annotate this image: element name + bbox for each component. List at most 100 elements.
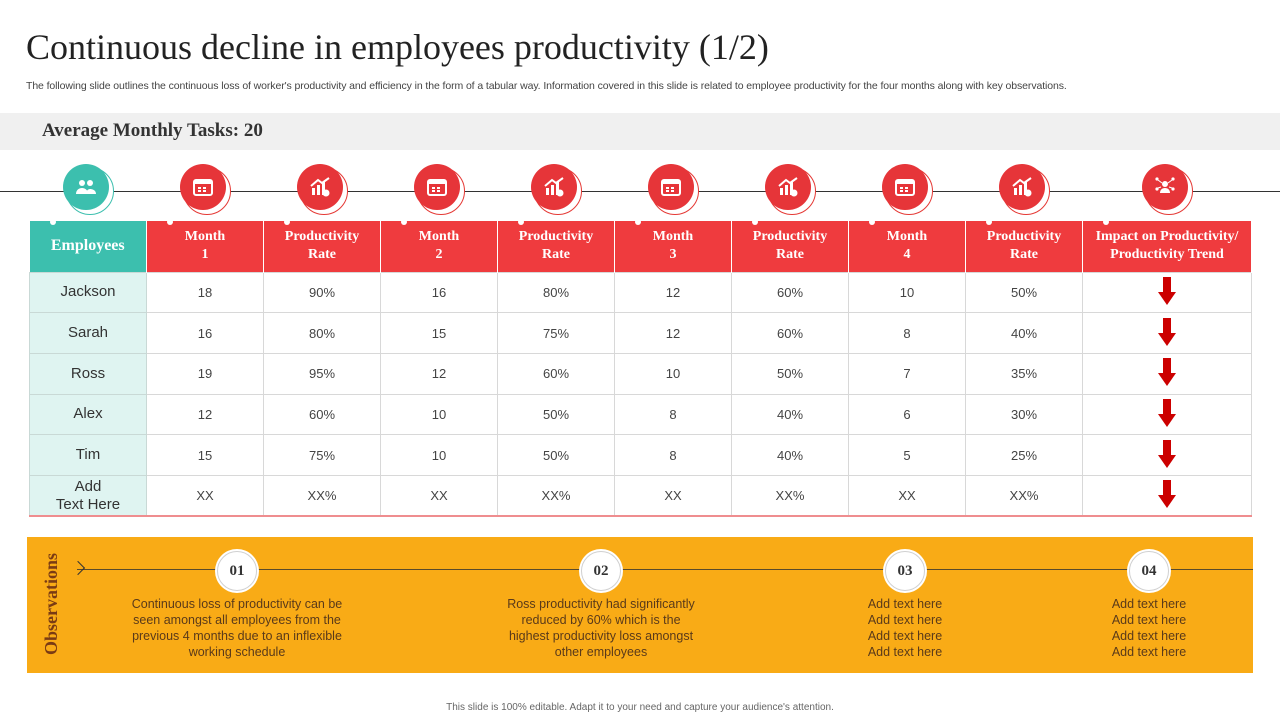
arrow-down-icon: [1158, 317, 1176, 349]
table-row: Jackson 18 90% 16 80% 12 60% 10 50%: [29, 271, 1252, 314]
trend-cell: [1082, 271, 1252, 314]
table-cell: XX: [380, 474, 498, 518]
employee-name: Tim: [29, 434, 147, 476]
table-cell: 5: [848, 434, 966, 476]
slide-subtitle: The following slide outlines the continu…: [26, 80, 1067, 92]
table-cell: 10: [380, 434, 498, 476]
average-tasks-text: Average Monthly Tasks: 20: [42, 120, 263, 142]
table-cell: 40%: [965, 312, 1083, 354]
header-icon-wrap: [764, 164, 817, 216]
observations-label: Observations: [41, 552, 61, 655]
table-cell: 19: [146, 352, 264, 395]
header-line-1: Month: [184, 229, 226, 245]
header-dot: [167, 219, 173, 225]
header-icon-wrap: [998, 164, 1051, 216]
arrow-down-icon: [1158, 398, 1176, 430]
observation-number: 03: [885, 551, 925, 591]
trend-cell: [1082, 312, 1252, 354]
header-dot: [49, 219, 56, 225]
header-line-1: Employees: [50, 237, 125, 255]
table-cell: XX%: [263, 474, 381, 518]
header-line-2: Rate: [1010, 247, 1038, 263]
header-dot: [986, 219, 992, 225]
header-dot: [518, 219, 524, 225]
observation-text: Add text here Add text here Add text here A…: [867, 597, 943, 659]
table-cell: XX: [848, 474, 966, 518]
header-line-1: Month: [418, 229, 460, 245]
table-cell: 35%: [965, 352, 1083, 395]
header-dot: [752, 219, 758, 225]
table-cell: 12: [614, 271, 732, 314]
table-row: Add Text Here XX XX% XX XX% XX XX% XX XX%: [29, 474, 1252, 518]
table-cell: 60%: [731, 271, 849, 314]
average-tasks-value: 20: [243, 120, 263, 141]
table-cell: 75%: [497, 312, 615, 354]
employee-name: Alex: [29, 393, 147, 436]
header-line-1: Month: [886, 229, 928, 245]
trend-cell: [1082, 474, 1252, 518]
table-cell: 12: [614, 312, 732, 354]
header-icon-wrap: [296, 164, 349, 216]
calendar-icon: [647, 164, 694, 210]
col-header: Productivity Rate: [497, 219, 615, 272]
table-cell: XX%: [965, 474, 1083, 518]
people-icon: [62, 164, 109, 210]
table-cell: XX: [146, 474, 264, 518]
observations-timeline: [77, 569, 1253, 570]
header-icon-wrap: [530, 164, 583, 216]
header-dot: [401, 219, 407, 225]
header-dot: [1103, 219, 1109, 225]
header-line-1: Productivity: [752, 229, 828, 245]
table-cell: 95%: [263, 352, 381, 395]
col-header: Month 2: [380, 219, 498, 272]
table-cell: XX%: [731, 474, 849, 518]
table-cell: 25%: [965, 434, 1083, 476]
col-header: Productivity Rate: [731, 219, 849, 272]
chevron-right-icon: [70, 560, 86, 576]
header-dot: [869, 219, 875, 225]
observation-text: Continuous loss of productivity can be se…: [131, 597, 343, 659]
chart-icon: [296, 164, 343, 210]
table-cell: 90%: [263, 271, 381, 314]
average-tasks-label: Average Monthly Tasks:: [42, 120, 240, 141]
header-line-1: Productivity: [986, 229, 1062, 245]
table-cell: 10: [614, 352, 732, 395]
observation-number: 02: [581, 551, 621, 591]
observation-number: 01: [217, 551, 257, 591]
observation-text: Add text here Add text here Add text here A…: [1111, 597, 1187, 659]
calendar-icon: [881, 164, 928, 210]
table-cell: 60%: [263, 393, 381, 436]
calendar-icon: [413, 164, 460, 210]
table-cell: 8: [614, 393, 732, 436]
col-header: Month 3: [614, 219, 732, 272]
chart-icon: [998, 164, 1045, 210]
header-icon-wrap: [62, 164, 115, 216]
icon-row-line: [0, 191, 1280, 192]
table-cell: 50%: [965, 271, 1083, 314]
col-header: Productivity Rate: [965, 219, 1083, 272]
header-line-2: Rate: [776, 247, 804, 263]
col-header: Productivity Rate: [263, 219, 381, 272]
table-cell: 50%: [497, 393, 615, 436]
table-cell: 50%: [497, 434, 615, 476]
trend-cell: [1082, 352, 1252, 395]
table-cell: 6: [848, 393, 966, 436]
table-cell: 30%: [965, 393, 1083, 436]
header-line-2: Productivity Trend: [1110, 247, 1224, 263]
calendar-icon: [179, 164, 226, 210]
table-cell: 12: [146, 393, 264, 436]
trend-cell: [1082, 393, 1252, 436]
trend-cell: [1082, 434, 1252, 476]
table-header-row: Employees Month 1 Productivity Rate Month 2 Pro…: [29, 219, 1252, 272]
table-cell: 75%: [263, 434, 381, 476]
table-row: Ross 19 95% 12 60% 10 50% 7 35%: [29, 352, 1252, 395]
table-cell: 80%: [263, 312, 381, 354]
table-cell: 18: [146, 271, 264, 314]
table-cell: 16: [146, 312, 264, 354]
table-cell: 7: [848, 352, 966, 395]
arrow-down-icon: [1158, 439, 1176, 471]
chart-icon: [764, 164, 811, 210]
table-cell: 80%: [497, 271, 615, 314]
header-line-2: Rate: [542, 247, 570, 263]
header-line-2: 1: [201, 247, 209, 263]
